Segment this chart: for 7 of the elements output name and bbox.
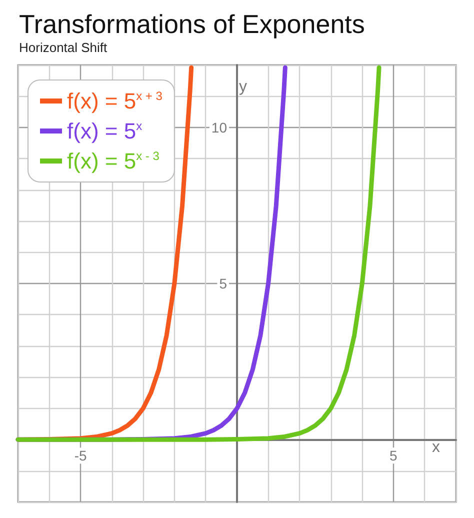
y-axis-title: y (239, 78, 247, 96)
chart-subtitle: Horizontal Shift (19, 40, 108, 55)
y-tick-label: 10 (211, 119, 228, 136)
x-tick-label: -5 (74, 448, 88, 464)
x-axis-title: x (432, 439, 440, 456)
line-series (16, 65, 382, 442)
chart-title: Transformations of Exponents (19, 9, 365, 39)
